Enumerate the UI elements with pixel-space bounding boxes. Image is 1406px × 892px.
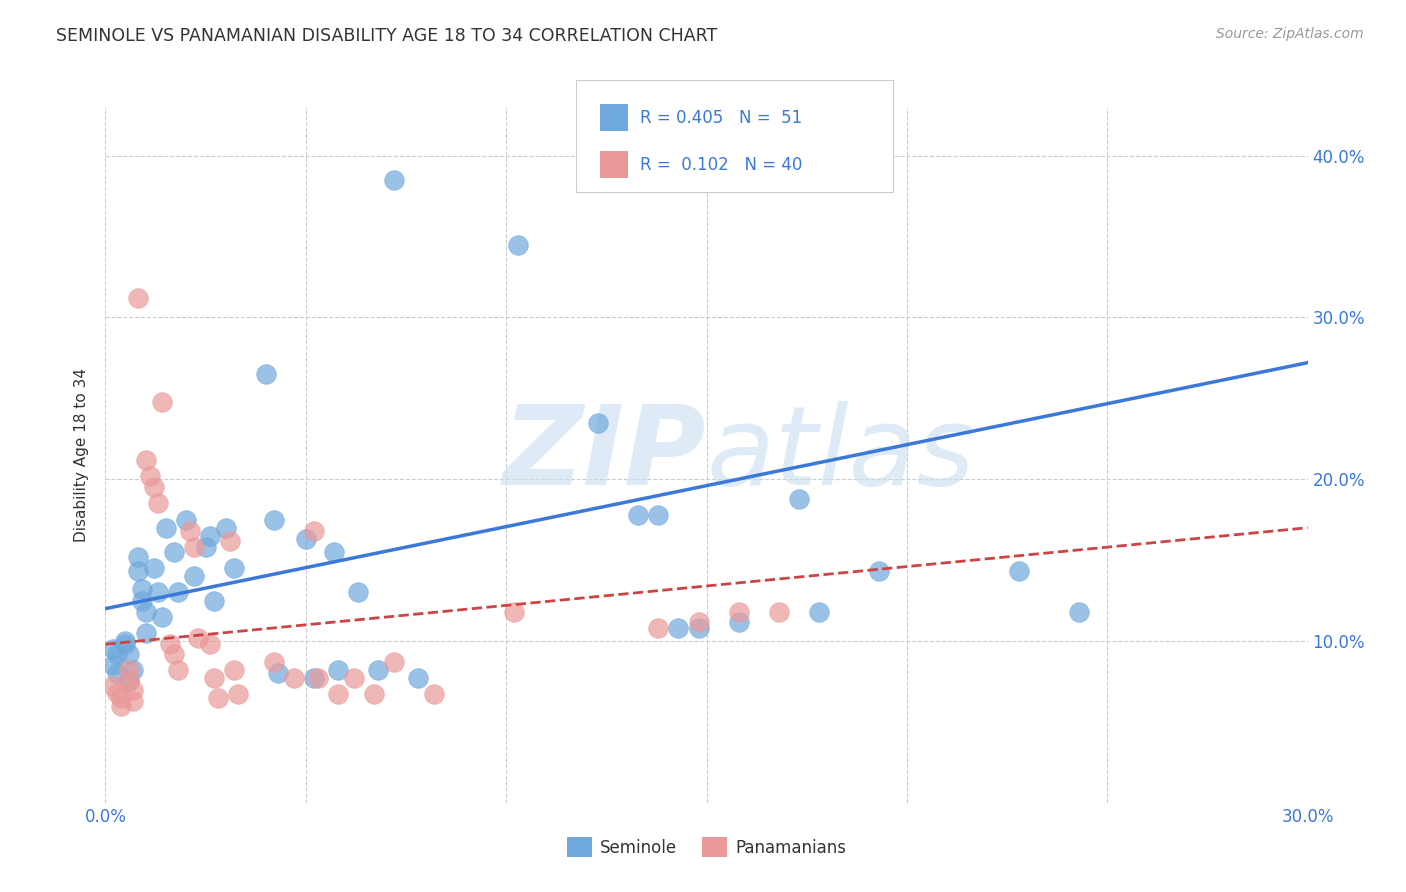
Point [122, 682, 145, 697]
Point [207, 690, 229, 705]
Point [727, 615, 749, 629]
Point [508, 237, 530, 252]
Point [283, 671, 305, 685]
Point [688, 615, 710, 629]
Point [135, 626, 157, 640]
Point [322, 545, 344, 559]
Point [138, 469, 160, 483]
Point [382, 655, 405, 669]
Point [135, 452, 157, 467]
Point [214, 521, 236, 535]
Point [118, 674, 141, 689]
Point [159, 637, 181, 651]
Point [787, 491, 810, 506]
Point [198, 529, 221, 543]
Y-axis label: Disability Age 18 to 34: Disability Age 18 to 34 [75, 368, 90, 542]
Point [254, 367, 277, 381]
Point [166, 663, 188, 677]
Point [103, 658, 125, 673]
Point [174, 513, 197, 527]
Text: ZIP: ZIP [503, 401, 707, 508]
Point [218, 533, 240, 548]
Point [222, 663, 245, 677]
Text: atlas: atlas [707, 401, 976, 508]
Point [198, 637, 221, 651]
Point [647, 508, 669, 522]
Point [588, 416, 610, 430]
Point [114, 637, 136, 651]
Point [183, 540, 205, 554]
Point [127, 291, 149, 305]
Point [122, 694, 145, 708]
Point [107, 686, 129, 700]
Text: Source: ZipAtlas.com: Source: ZipAtlas.com [1216, 27, 1364, 41]
Point [1069, 605, 1091, 619]
Point [868, 565, 890, 579]
Point [114, 634, 136, 648]
Point [263, 655, 285, 669]
Legend: Seminole, Panamanians: Seminole, Panamanians [560, 830, 853, 864]
Point [668, 621, 690, 635]
Text: R = 0.405   N =  51: R = 0.405 N = 51 [640, 109, 801, 127]
Point [142, 480, 165, 494]
Point [367, 663, 389, 677]
Point [727, 605, 749, 619]
Point [118, 674, 141, 689]
Point [103, 642, 125, 657]
Text: R =  0.102   N = 40: R = 0.102 N = 40 [640, 156, 801, 174]
Point [382, 173, 405, 187]
Point [307, 671, 329, 685]
Point [326, 663, 349, 677]
Text: SEMINOLE VS PANAMANIAN DISABILITY AGE 18 TO 34 CORRELATION CHART: SEMINOLE VS PANAMANIAN DISABILITY AGE 18… [56, 27, 717, 45]
Point [807, 605, 830, 619]
Point [263, 513, 285, 527]
Point [146, 496, 169, 510]
Point [155, 521, 177, 535]
Point [295, 532, 318, 546]
Point [162, 545, 184, 559]
Point [150, 394, 173, 409]
Point [166, 585, 188, 599]
Point [142, 561, 165, 575]
Point [406, 671, 429, 685]
Point [326, 687, 349, 701]
Point [131, 582, 153, 597]
Point [226, 687, 249, 701]
Point [122, 663, 145, 677]
Point [127, 565, 149, 579]
Point [768, 605, 790, 619]
Point [202, 671, 225, 685]
Point [627, 508, 650, 522]
Point [118, 647, 141, 661]
Point [187, 631, 209, 645]
Point [183, 569, 205, 583]
Point [423, 687, 446, 701]
Point [150, 609, 173, 624]
Point [222, 561, 245, 575]
Point [146, 585, 169, 599]
Point [131, 593, 153, 607]
Point [647, 621, 669, 635]
Point [194, 540, 217, 554]
Point [267, 666, 290, 681]
Point [503, 605, 526, 619]
Point [302, 524, 325, 538]
Point [118, 663, 141, 677]
Point [202, 593, 225, 607]
Point [110, 690, 132, 705]
Point [107, 666, 129, 681]
Point [688, 621, 710, 635]
Point [363, 687, 385, 701]
Point [179, 524, 201, 538]
Point [127, 549, 149, 564]
Point [347, 585, 370, 599]
Point [135, 605, 157, 619]
Point [103, 679, 125, 693]
Point [110, 698, 132, 713]
Point [343, 671, 366, 685]
Point [162, 647, 184, 661]
Point [302, 671, 325, 685]
Point [1008, 565, 1031, 579]
Point [107, 647, 129, 661]
